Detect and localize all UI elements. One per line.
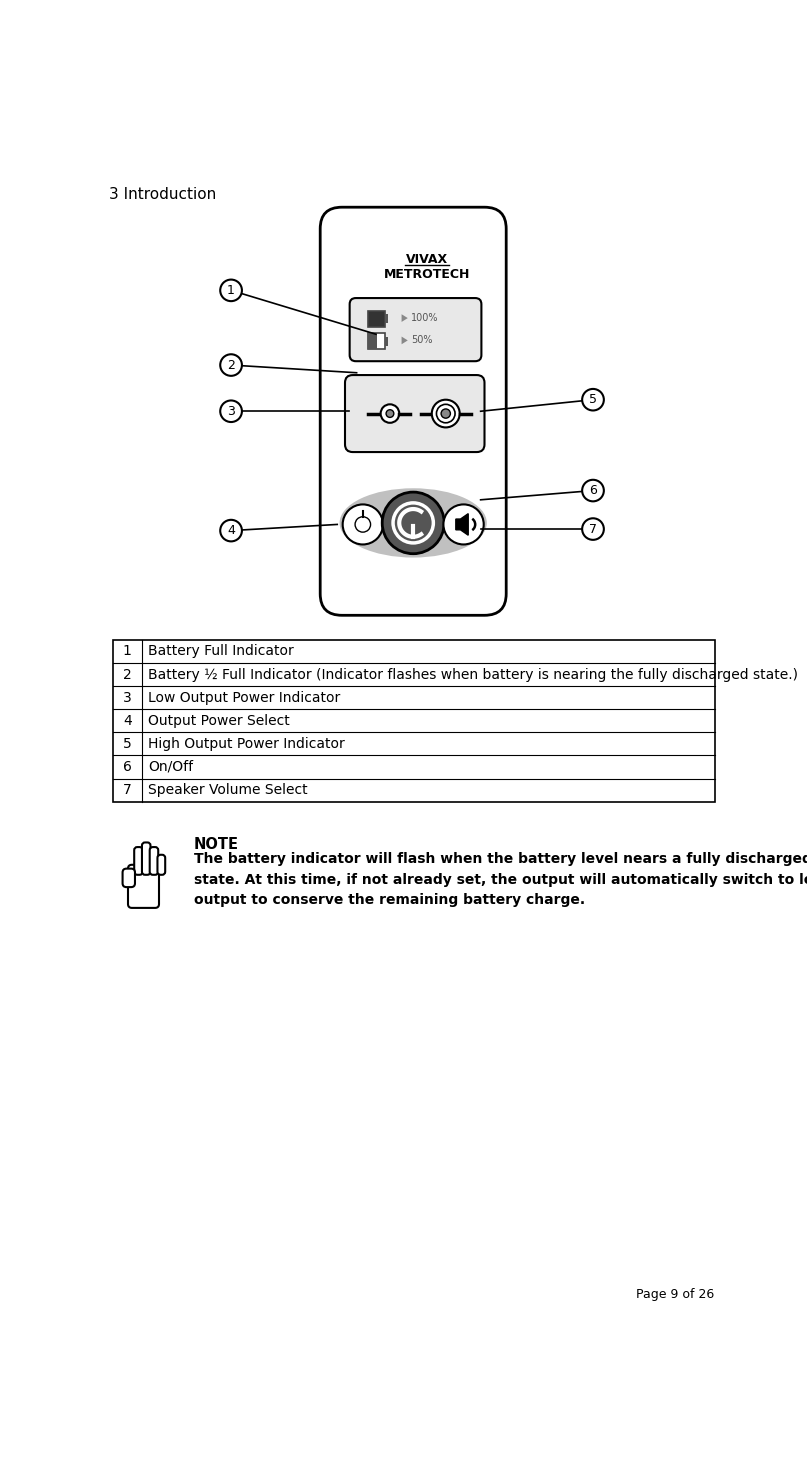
Circle shape [582, 390, 604, 410]
Text: 2: 2 [123, 667, 132, 682]
Circle shape [381, 404, 399, 423]
Text: 1: 1 [123, 644, 132, 659]
Circle shape [443, 504, 483, 544]
Circle shape [383, 492, 444, 554]
FancyBboxPatch shape [128, 864, 159, 908]
FancyBboxPatch shape [345, 375, 484, 453]
Circle shape [582, 519, 604, 539]
Text: 3: 3 [227, 404, 235, 417]
Bar [112, 639, 715, 801]
Text: 5: 5 [589, 392, 597, 406]
Circle shape [386, 410, 394, 417]
Text: Low Output Power Indicator: Low Output Power Indicator [148, 691, 341, 704]
FancyBboxPatch shape [157, 854, 165, 875]
FancyBboxPatch shape [123, 869, 135, 886]
FancyBboxPatch shape [385, 337, 388, 345]
Text: Battery ½ Full Indicator (Indicator flashes when battery is nearing the fully di: Battery ½ Full Indicator (Indicator flas… [148, 667, 798, 682]
Text: Battery Full Indicator: Battery Full Indicator [148, 644, 294, 659]
Text: 7: 7 [123, 784, 132, 797]
Circle shape [220, 520, 242, 541]
FancyBboxPatch shape [368, 334, 385, 348]
Circle shape [437, 404, 455, 423]
Text: Page 9 of 26: Page 9 of 26 [637, 1288, 715, 1301]
Text: NOTE: NOTE [194, 836, 239, 853]
Circle shape [582, 479, 604, 501]
Circle shape [220, 400, 242, 422]
Text: 4: 4 [227, 525, 235, 537]
Polygon shape [402, 315, 408, 322]
FancyBboxPatch shape [349, 298, 482, 362]
FancyBboxPatch shape [142, 842, 150, 875]
Text: 3: 3 [123, 691, 132, 704]
Ellipse shape [340, 488, 487, 557]
Polygon shape [456, 513, 468, 535]
FancyBboxPatch shape [320, 207, 506, 616]
FancyBboxPatch shape [150, 847, 158, 875]
Text: The battery indicator will flash when the battery level nears a fully discharged: The battery indicator will flash when th… [194, 853, 807, 907]
Text: 6: 6 [123, 760, 132, 775]
Text: 3 Introduction: 3 Introduction [109, 187, 216, 203]
Circle shape [393, 503, 433, 542]
Text: 2: 2 [227, 359, 235, 372]
Text: VIVAX: VIVAX [406, 253, 448, 266]
Text: METROTECH: METROTECH [384, 269, 470, 281]
Text: Output Power Select: Output Power Select [148, 714, 290, 728]
Text: 7: 7 [589, 522, 597, 535]
Text: 6: 6 [589, 484, 597, 497]
Text: 5: 5 [123, 736, 132, 751]
Circle shape [441, 409, 450, 417]
Text: 50%: 50% [411, 335, 433, 345]
FancyBboxPatch shape [385, 315, 388, 323]
Text: 100%: 100% [411, 313, 438, 323]
FancyBboxPatch shape [368, 312, 385, 326]
Text: Speaker Volume Select: Speaker Volume Select [148, 784, 307, 797]
FancyBboxPatch shape [368, 334, 377, 348]
Polygon shape [402, 337, 408, 344]
Circle shape [432, 400, 460, 428]
Text: On/Off: On/Off [148, 760, 193, 775]
Text: 4: 4 [123, 714, 132, 728]
Circle shape [355, 517, 370, 532]
Circle shape [220, 279, 242, 301]
Circle shape [220, 354, 242, 376]
Text: 1: 1 [227, 284, 235, 297]
Circle shape [343, 504, 383, 544]
FancyBboxPatch shape [134, 847, 143, 875]
Text: High Output Power Indicator: High Output Power Indicator [148, 736, 345, 751]
